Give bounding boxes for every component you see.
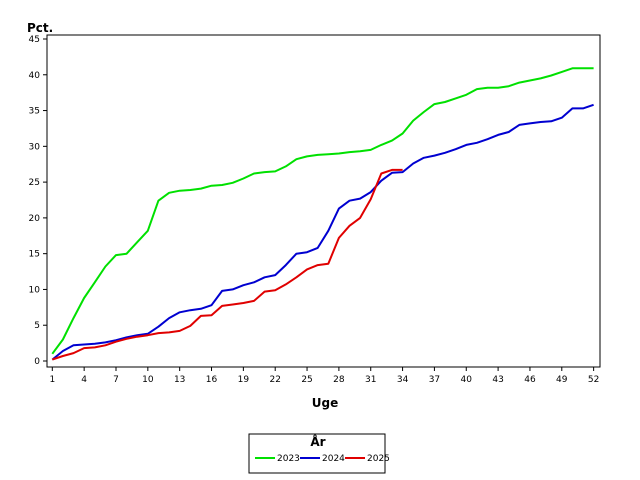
y-tick-label: 15 <box>29 250 40 260</box>
x-tick-label: 7 <box>113 375 119 385</box>
x-tick-label: 4 <box>81 375 87 385</box>
y-axis-label: Pct. <box>27 21 53 35</box>
x-tick-label: 28 <box>333 375 345 385</box>
x-tick-label: 13 <box>174 375 185 385</box>
y-tick-label: 5 <box>34 321 40 331</box>
legend-title: År <box>310 434 325 449</box>
series-line-2024 <box>51 103 594 361</box>
x-tick-label: 10 <box>142 375 154 385</box>
x-tick-label: 49 <box>556 375 568 385</box>
x-tick-label: 1 <box>49 375 55 385</box>
legend: År 2023 2024 2025 <box>248 433 390 474</box>
y-tick-label: 10 <box>29 285 41 295</box>
series-line-2023 <box>51 67 594 355</box>
y-tick-label: 20 <box>29 214 41 224</box>
x-tick-label: 37 <box>429 375 440 385</box>
x-tick-label: 46 <box>524 375 536 385</box>
y-tick-label: 25 <box>29 178 40 188</box>
x-tick-label: 25 <box>301 375 312 385</box>
y-tick-label: 30 <box>29 142 41 152</box>
plot-frame <box>46 34 601 368</box>
y-tick-label: 40 <box>29 71 41 81</box>
axes: 0 5 10 15 20 25 30 35 40 45 1 4 7 10 13 16 19 22 25 28 31 34 3… <box>29 34 601 385</box>
x-tick-label: 34 <box>397 375 409 385</box>
series-group <box>51 67 594 361</box>
x-tick-label: 40 <box>461 375 473 385</box>
legend-items: 2023 2024 2025 <box>255 454 390 464</box>
y-tick-label: 45 <box>29 35 40 45</box>
legend-label-2025: 2025 <box>367 454 390 464</box>
legend-label-2023: 2023 <box>277 454 300 464</box>
series-line-2025 <box>51 168 403 361</box>
y-tick-label: 35 <box>29 107 40 117</box>
x-tick-label: 43 <box>492 375 503 385</box>
x-axis-label: Uge <box>312 396 338 410</box>
x-tick-label: 52 <box>588 375 599 385</box>
x-tick-label: 16 <box>206 375 218 385</box>
legend-label-2024: 2024 <box>322 454 345 464</box>
y-tick-label: 0 <box>34 357 40 367</box>
x-tick-label: 19 <box>238 375 250 385</box>
x-tick-label: 31 <box>365 375 376 385</box>
legend-box <box>248 433 386 474</box>
x-tick-label: 22 <box>269 375 280 385</box>
